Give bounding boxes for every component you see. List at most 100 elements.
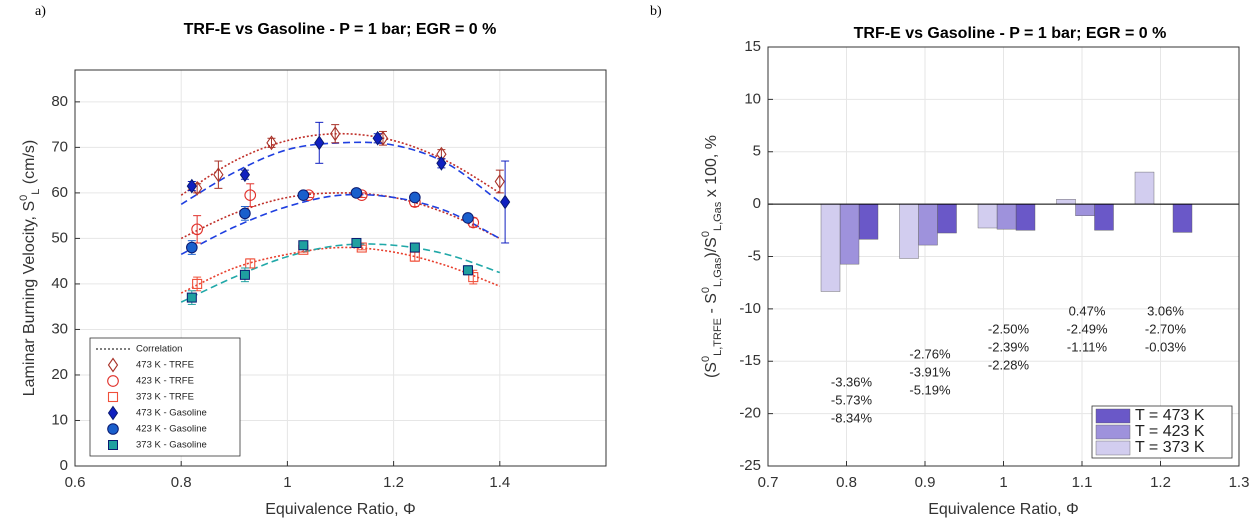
y-tick-label: -5	[748, 247, 761, 264]
correlation-curve	[180, 192, 501, 240]
marker	[239, 207, 251, 220]
y-tick-label: 10	[51, 411, 68, 428]
y-axis-label-part: L,Gas	[712, 201, 724, 231]
panel-label: b)	[650, 4, 662, 19]
error-bar	[267, 137, 276, 148]
marker	[107, 375, 119, 387]
error-bar	[495, 169, 504, 194]
value-label: -0.03%	[1145, 339, 1187, 354]
legend-box	[89, 337, 241, 457]
marker	[462, 212, 474, 224]
y-axis-label: Laminar Burning Velocity, S0L (cm/s)	[18, 140, 42, 396]
bar	[1075, 203, 1095, 216]
legend-label: T = 473 K	[1135, 407, 1205, 424]
legend-swatch	[1095, 440, 1131, 456]
chart-title: TRF-E vs Gasoline - P = 1 bar; EGR = 0 %	[854, 25, 1167, 42]
marker	[266, 135, 277, 151]
legend: T = 473 KT = 423 KT = 373 K	[1091, 405, 1233, 459]
legend-label: T = 423 K	[1135, 423, 1205, 440]
y-axis-label-part: (S	[703, 362, 720, 378]
y-axis-label-part: 0	[18, 195, 30, 201]
value-label: -2.70%	[1145, 321, 1187, 336]
x-tick-label: 0.6	[65, 474, 86, 491]
y-axis-label-part: 0	[700, 231, 712, 237]
y-tick-label: 0	[60, 457, 68, 474]
correlation-curve	[180, 132, 501, 196]
marker	[462, 265, 473, 276]
marker	[107, 391, 119, 403]
marker	[186, 241, 198, 254]
axes-frame	[74, 69, 607, 467]
legend-swatch	[1095, 424, 1131, 440]
y-axis-label-part: Laminar Burning Velocity, S	[21, 201, 38, 396]
bar	[899, 203, 919, 259]
marker	[436, 155, 447, 171]
x-tick-label: 1.4	[489, 474, 510, 491]
legend-label: T = 373 K	[1135, 439, 1205, 456]
value-label: -3.36%	[831, 374, 873, 389]
x-tick-label: 1.2	[383, 474, 404, 491]
legend-label: Correlation	[136, 344, 182, 355]
x-tick-label: 0.8	[171, 474, 192, 491]
marker	[244, 189, 257, 202]
marker	[191, 223, 203, 236]
y-tick-label: 50	[51, 229, 68, 246]
marker	[500, 194, 511, 210]
error-bar	[214, 160, 223, 189]
value-label: -2.49%	[1066, 321, 1108, 336]
y-tick-label: 5	[753, 143, 761, 160]
y-tick-label: -20	[739, 405, 761, 422]
legend: Correlation 473 K - TRFE 423 K - TRFE 373 K…	[89, 337, 241, 457]
bar	[1015, 203, 1036, 231]
value-label: -1.11%	[1067, 339, 1108, 354]
value-label: -3.91%	[909, 364, 951, 379]
y-axis-label: (S0L,TRFE - S0L,Gas)/S0L,Gas x 100, %	[700, 135, 724, 378]
value-label: 0.47%	[1069, 303, 1106, 318]
marker	[192, 278, 203, 289]
bar	[996, 203, 1017, 230]
y-axis-label-part: )/S	[703, 237, 720, 257]
y-axis-label-part: x 100, %	[703, 135, 720, 202]
axes-frame	[767, 46, 1240, 467]
x-tick-label: 1.3	[1229, 474, 1250, 491]
marker	[330, 126, 341, 142]
marker	[186, 178, 197, 194]
y-tick-label: -15	[739, 352, 761, 369]
y-tick-label: 40	[51, 275, 68, 292]
value-label: -5.19%	[909, 382, 951, 397]
marker	[107, 357, 119, 373]
marker	[297, 189, 310, 201]
y-tick-label: 20	[51, 366, 68, 383]
legend-label: 423 K - Gasoline	[136, 424, 207, 435]
y-tick-label: 30	[51, 320, 68, 337]
marker	[409, 191, 421, 204]
y-tick-label: 10	[744, 90, 761, 107]
legend-swatch	[1095, 408, 1131, 424]
value-label: -2.39%	[988, 339, 1030, 354]
marker	[468, 272, 479, 283]
marker	[108, 440, 118, 450]
marker	[494, 174, 505, 189]
marker	[107, 423, 119, 435]
x-tick-label: 0.9	[915, 474, 936, 491]
marker	[239, 269, 250, 280]
y-tick-label: -25	[739, 457, 761, 474]
y-tick-label: 80	[51, 93, 68, 110]
marker	[245, 258, 256, 269]
marker	[409, 242, 420, 253]
legend-label: 473 K - Gasoline	[136, 408, 207, 419]
bar	[918, 203, 938, 246]
value-label: -8.34%	[831, 410, 873, 425]
x-tick-label: 1	[999, 474, 1007, 491]
x-axis-label: Equivalence Ratio, Φ	[928, 501, 1079, 518]
y-tick-label: 0	[753, 195, 761, 212]
y-axis-label-part: L,Gas	[712, 257, 724, 287]
legend-label: 423 K - TRFE	[136, 376, 194, 387]
y-axis-label-part: L,TRFE	[712, 318, 724, 356]
y-tick-label: 60	[51, 184, 68, 201]
bar	[1056, 199, 1076, 205]
x-tick-label: 1	[283, 474, 291, 491]
value-label: -2.50%	[988, 321, 1030, 336]
